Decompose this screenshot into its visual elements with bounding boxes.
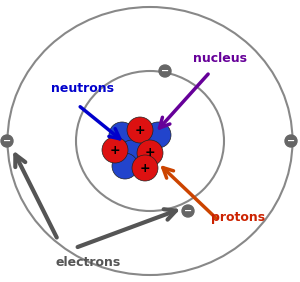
Text: −: − bbox=[3, 136, 11, 146]
Text: −: − bbox=[161, 66, 169, 76]
Circle shape bbox=[137, 140, 163, 166]
Circle shape bbox=[127, 117, 153, 143]
Text: +: + bbox=[135, 124, 145, 136]
Circle shape bbox=[119, 140, 145, 166]
Text: +: + bbox=[110, 144, 120, 157]
Circle shape bbox=[112, 153, 138, 179]
Circle shape bbox=[1, 135, 13, 147]
Text: neutrons: neutrons bbox=[50, 81, 113, 94]
Circle shape bbox=[145, 122, 171, 148]
Circle shape bbox=[285, 135, 297, 147]
Circle shape bbox=[159, 65, 171, 77]
Text: +: + bbox=[145, 147, 155, 160]
Text: nucleus: nucleus bbox=[193, 52, 247, 65]
Circle shape bbox=[109, 122, 135, 148]
Circle shape bbox=[132, 155, 158, 181]
Text: −: − bbox=[184, 206, 192, 216]
Text: protons: protons bbox=[211, 212, 265, 224]
Text: −: − bbox=[287, 136, 295, 146]
Circle shape bbox=[182, 205, 194, 217]
Text: +: + bbox=[140, 162, 150, 175]
Text: electrons: electrons bbox=[55, 255, 120, 268]
Circle shape bbox=[102, 137, 128, 163]
